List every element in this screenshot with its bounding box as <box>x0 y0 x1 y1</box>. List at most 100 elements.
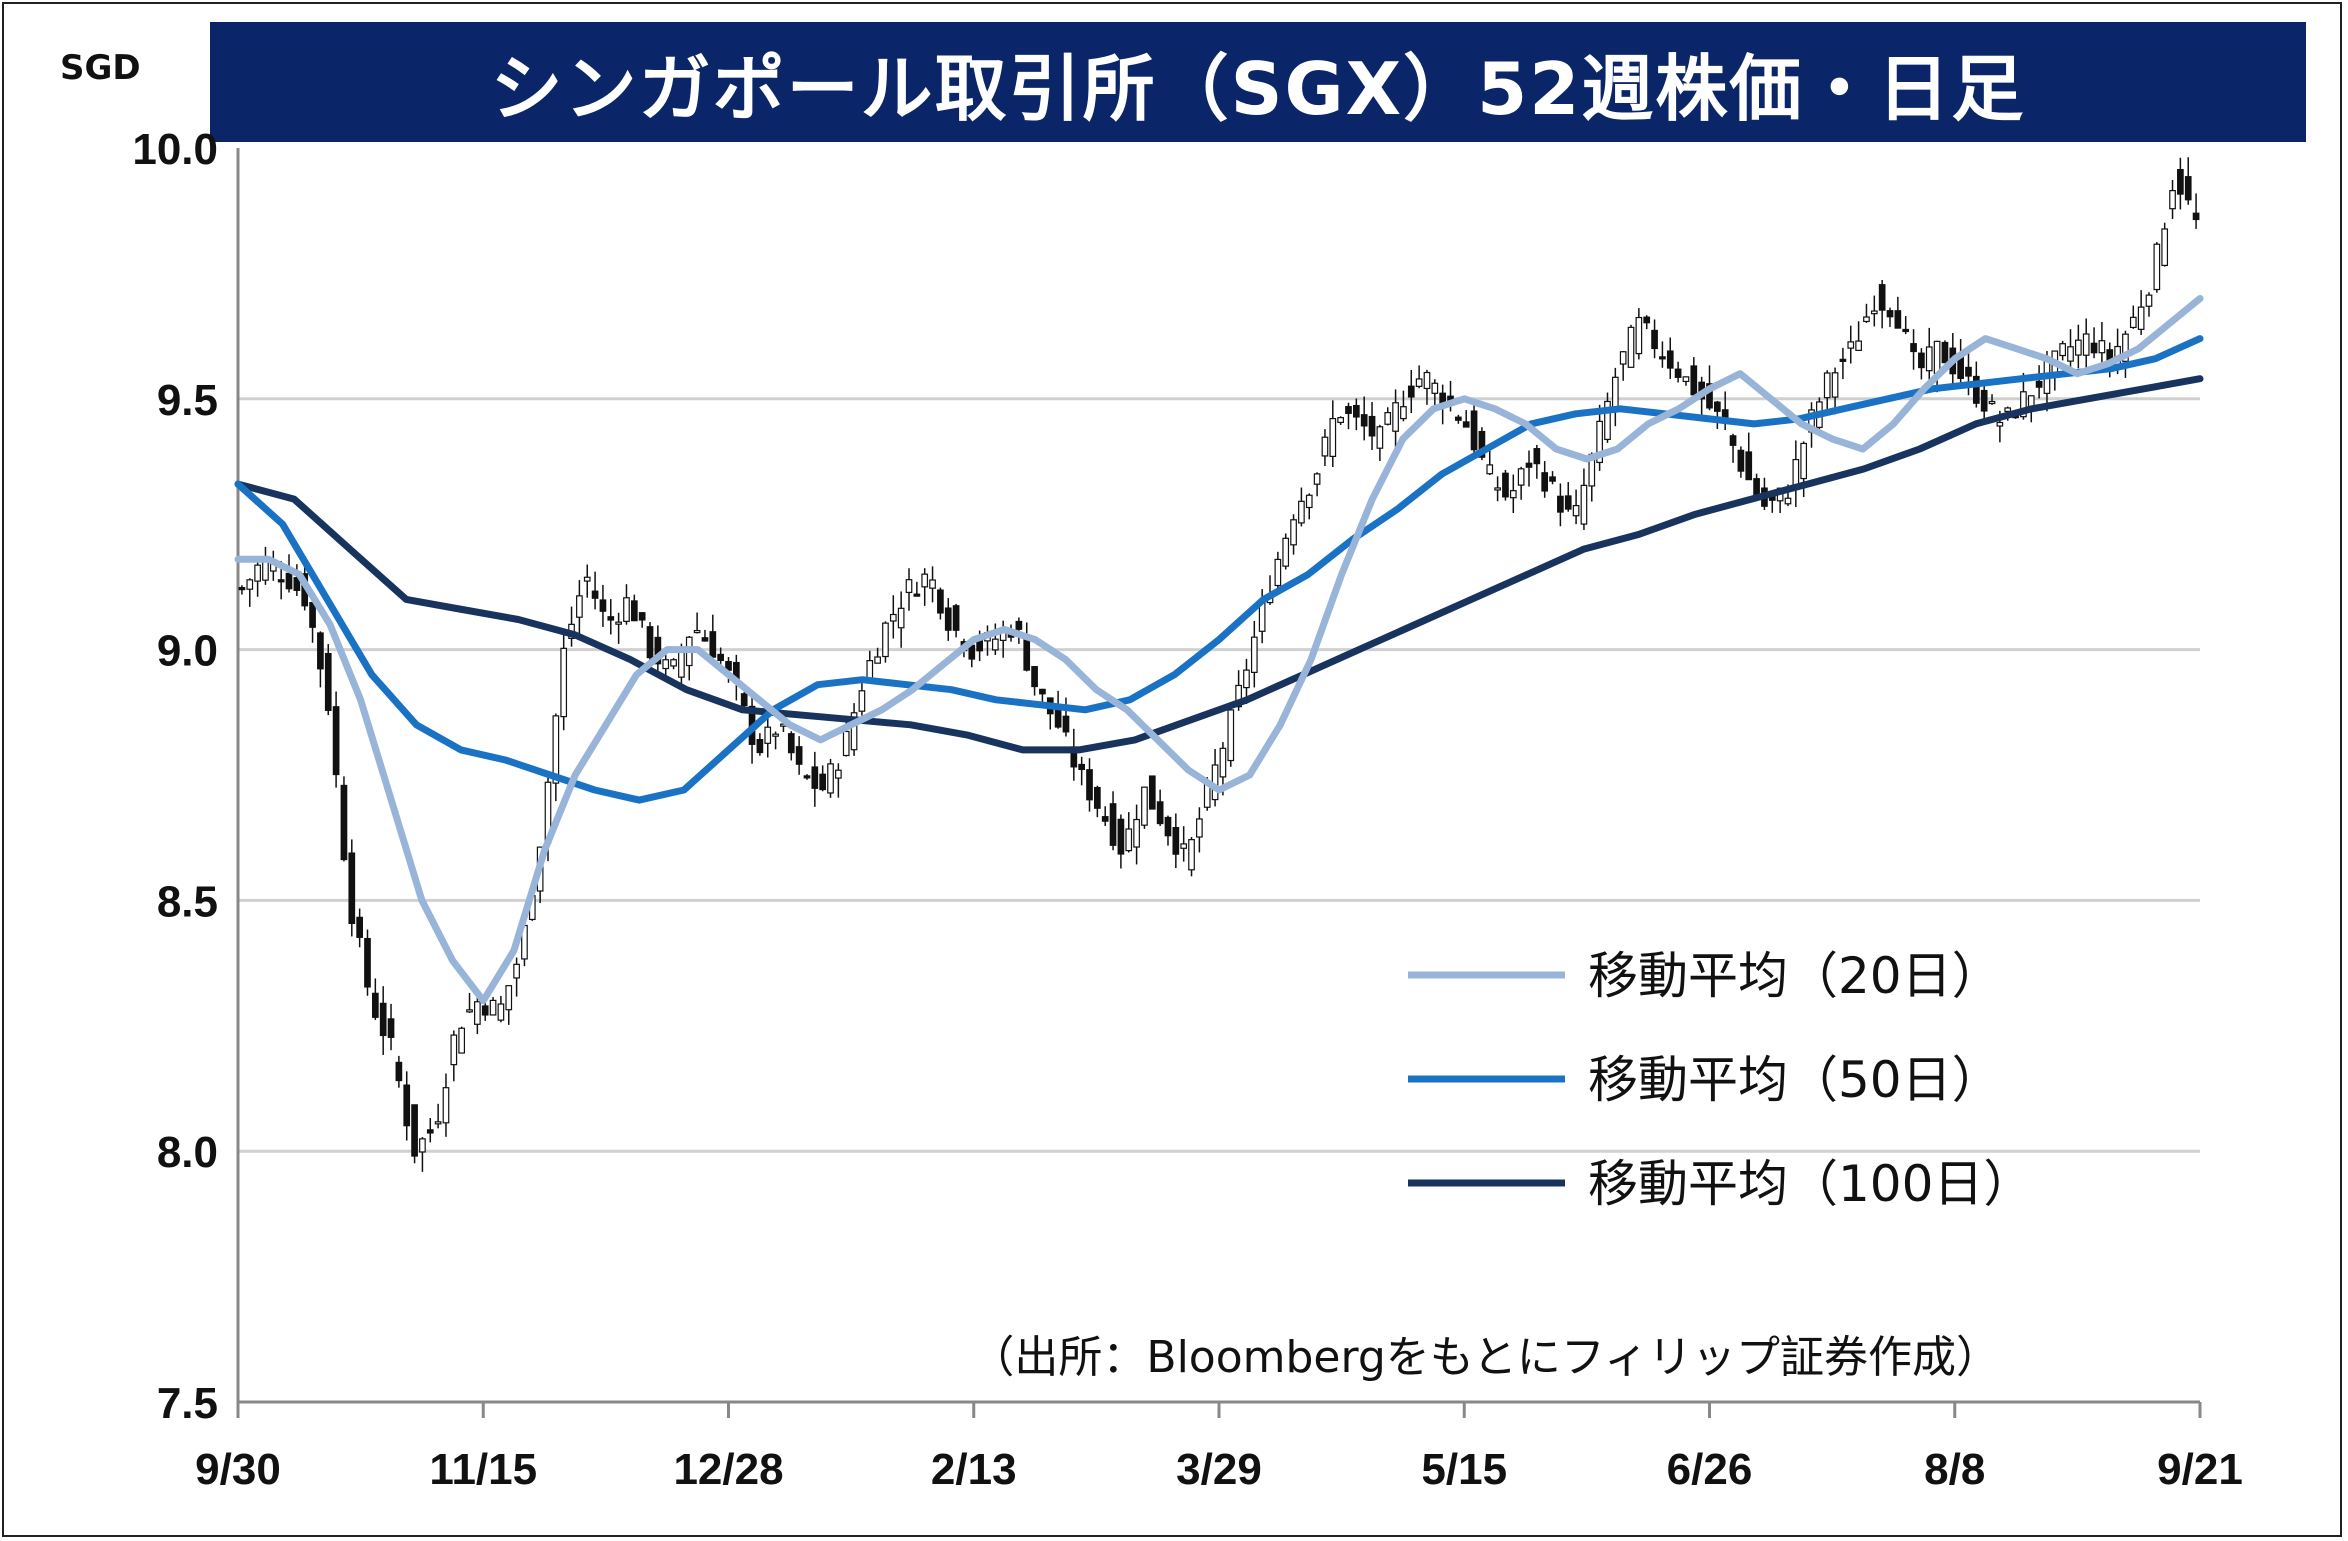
candle-body <box>1313 473 1321 485</box>
candle-body <box>1611 376 1619 408</box>
candle-body <box>434 1121 442 1125</box>
candle-body <box>1400 406 1407 420</box>
y-tick-label: 10.0 <box>132 125 218 174</box>
candle-body <box>1666 350 1674 369</box>
candle-body <box>897 607 905 629</box>
candle-body <box>811 766 819 789</box>
candle-body <box>583 576 591 582</box>
candle-body <box>1925 346 1933 372</box>
candle-body <box>1156 801 1164 825</box>
chart-title: シンガポール取引所（SGX）52週株価・日足 <box>490 46 2026 131</box>
x-tick-label: 6/26 <box>1667 1445 1753 1494</box>
candle-body <box>1878 284 1886 311</box>
candle-body <box>1352 405 1360 418</box>
candle-body <box>1470 410 1478 451</box>
ma100-line <box>234 375 2204 754</box>
candle-body <box>889 613 897 622</box>
moving-average-layer <box>234 295 2204 1005</box>
candle-body <box>2098 340 2106 354</box>
candle-body <box>309 602 316 628</box>
candle-body <box>356 916 363 938</box>
candle-body <box>317 632 324 670</box>
candle-body <box>419 1138 426 1153</box>
candle-body <box>866 660 874 681</box>
candle-body <box>1682 376 1690 383</box>
candle-body <box>1172 827 1180 855</box>
candle-body <box>1243 669 1250 689</box>
candle-body <box>1235 684 1242 708</box>
candle-body <box>505 985 513 1011</box>
candle-body <box>1753 478 1760 496</box>
candle-body <box>442 1087 450 1124</box>
candle-body <box>1690 365 1698 396</box>
candle-body <box>1039 688 1046 695</box>
candle-body <box>1972 375 1980 404</box>
candle-body <box>1478 430 1486 458</box>
candle-body <box>238 586 246 591</box>
candle-body <box>1918 352 1925 369</box>
candle-body <box>693 629 701 634</box>
candle-body <box>968 644 976 660</box>
candle-body <box>1886 310 1894 318</box>
candle-body <box>2184 176 2192 201</box>
grid-layer <box>238 397 2200 1153</box>
candle-body <box>827 763 834 794</box>
candle-body <box>2137 306 2145 330</box>
candle-body <box>489 999 497 1016</box>
candle-layer <box>238 157 2200 1172</box>
candle-body <box>324 652 332 711</box>
candle-body <box>772 733 779 737</box>
candle-body <box>591 590 599 599</box>
candle-body <box>2177 168 2184 195</box>
y-tick-label: 9.0 <box>157 627 218 676</box>
candle-body <box>1494 487 1501 491</box>
candle-body <box>450 1034 458 1066</box>
candle-body <box>2192 212 2200 221</box>
candle-body <box>1392 402 1399 432</box>
candle-body <box>1462 421 1470 428</box>
candle-body <box>1604 400 1611 441</box>
candle-body <box>850 712 858 751</box>
candle-body <box>1188 839 1195 871</box>
candle-body <box>348 852 356 925</box>
candle-body <box>1423 371 1431 390</box>
ma50-line <box>234 335 2204 804</box>
candle-body <box>1101 816 1109 822</box>
candle-body <box>1839 358 1847 362</box>
candle-body <box>1714 401 1721 412</box>
candle-body <box>1509 490 1517 499</box>
candle-body <box>1109 803 1117 846</box>
candle-body <box>1823 372 1831 399</box>
candle-body <box>466 1009 473 1013</box>
candle-body <box>921 573 929 588</box>
candle-body <box>1564 495 1572 510</box>
x-tick-label: 5/15 <box>1421 1445 1507 1494</box>
unit-label: SGD <box>60 48 141 88</box>
candle-body <box>1062 715 1070 733</box>
candle-body <box>293 577 301 591</box>
candle-body <box>701 637 709 642</box>
candle-body <box>2090 342 2098 354</box>
candle-body <box>1996 421 2004 427</box>
title-banner: シンガポール取引所（SGX）52週株価・日足 <box>210 22 2306 142</box>
candle-body <box>1486 464 1494 475</box>
candle-body <box>285 572 293 590</box>
candle-body <box>678 651 685 678</box>
x-tick-label: 9/21 <box>2157 1445 2243 1494</box>
candle-body <box>254 564 261 582</box>
candle-body <box>332 706 340 776</box>
candle-body <box>709 631 717 658</box>
candle-body <box>1282 537 1290 567</box>
candle-body <box>1706 383 1713 409</box>
candle-body <box>1502 472 1509 498</box>
candle-body <box>905 579 913 594</box>
candle-body <box>1376 426 1384 449</box>
candle-body <box>1784 497 1792 505</box>
candle-body <box>1141 786 1148 826</box>
candle-body <box>2153 243 2161 291</box>
candle-body <box>858 690 866 712</box>
candle-body <box>411 1104 418 1157</box>
candle-body <box>1988 400 1996 405</box>
candle-body <box>1078 763 1086 771</box>
candle-body <box>371 992 379 1018</box>
